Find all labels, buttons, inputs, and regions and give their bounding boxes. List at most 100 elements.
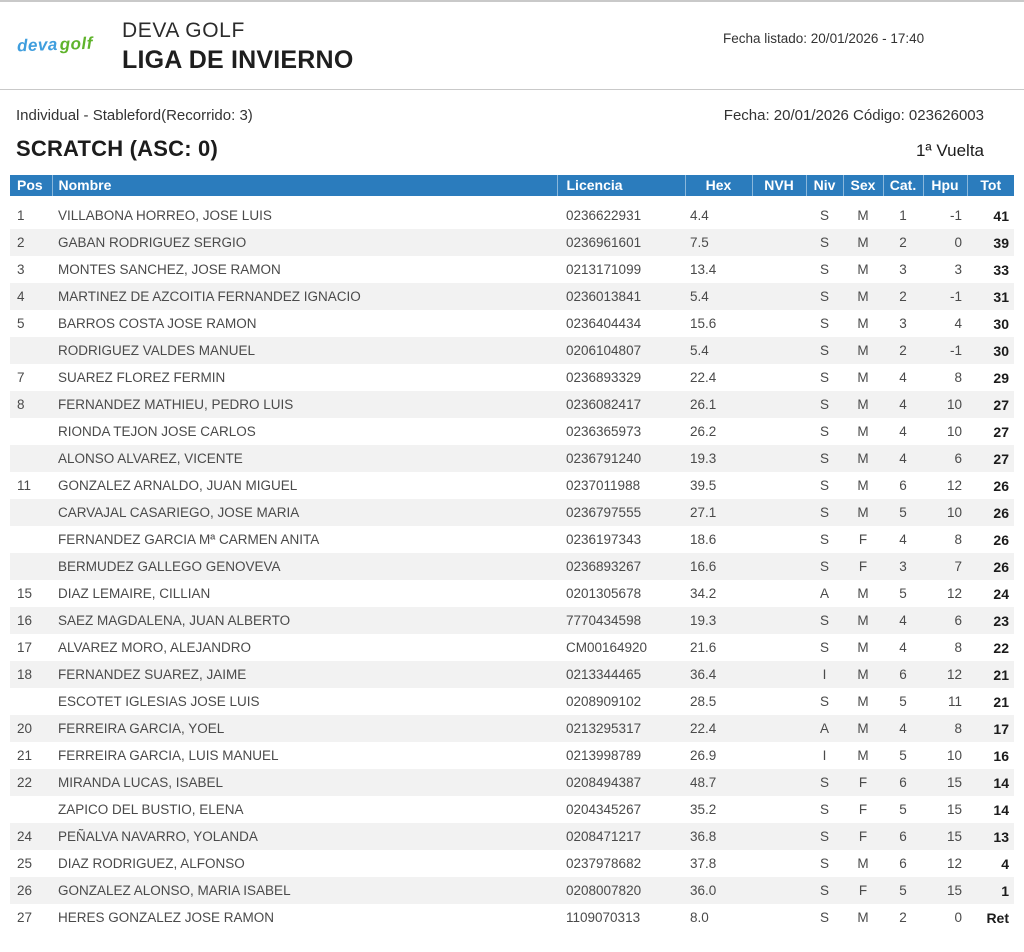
cell-licencia: 0236404434 bbox=[566, 316, 642, 331]
table-row: CARVAJAL CASARIEGO, JOSE MARIA 023679755… bbox=[10, 499, 1014, 526]
cell-pos: 21 bbox=[17, 748, 33, 763]
cell-licencia: 0204345267 bbox=[566, 802, 642, 817]
listing-date: Fecha listado: 20/01/2026 - 17:40 bbox=[723, 31, 925, 46]
cell-niv: S bbox=[819, 856, 829, 871]
cell-hex: 22.4 bbox=[690, 370, 717, 385]
cell-cat: 5 bbox=[883, 877, 923, 904]
table-row: 27 HERES GONZALEZ JOSE RAMON 1109070313 … bbox=[10, 904, 1014, 931]
cell-pos bbox=[10, 553, 52, 580]
cell-tot: 41 bbox=[993, 207, 1009, 224]
cell-nombre: FERNANDEZ MATHIEU, PEDRO LUIS bbox=[52, 391, 557, 418]
cell-hpu: 8 bbox=[954, 370, 962, 385]
cell-hpu: 8 bbox=[954, 532, 962, 547]
cell-sex: M bbox=[843, 283, 883, 310]
cell-nvh bbox=[752, 877, 806, 904]
cell-cat: 3 bbox=[899, 262, 907, 277]
cell-sex: F bbox=[843, 823, 883, 850]
competition-format: Individual - Stableford(Recorrido: 3) bbox=[16, 107, 253, 124]
cell-pos bbox=[10, 418, 52, 445]
cell-niv: A bbox=[806, 715, 843, 742]
cell-licencia: 0208494387 bbox=[557, 769, 685, 796]
cell-niv: S bbox=[806, 499, 843, 526]
cell-cat: 4 bbox=[899, 424, 907, 439]
cell-hex: 37.8 bbox=[690, 856, 717, 871]
cell-niv: S bbox=[819, 478, 829, 493]
results-table: Pos Nombre Licencia Hex NVH Niv Sex Cat.… bbox=[10, 175, 1014, 931]
table-row: ESCOTET IGLESIAS JOSE LUIS 0208909102 28… bbox=[10, 688, 1014, 715]
cell-pos bbox=[10, 445, 52, 472]
cell-sex: M bbox=[843, 391, 883, 418]
header-divider bbox=[0, 89, 1024, 90]
cell-tot: 26 bbox=[967, 499, 1014, 526]
cell-sex: M bbox=[843, 337, 883, 364]
cell-sex: M bbox=[857, 370, 869, 385]
cell-licencia: 0236893267 bbox=[557, 553, 685, 580]
cell-tot: 22 bbox=[993, 639, 1009, 656]
cell-nvh bbox=[752, 553, 806, 580]
cell-nvh bbox=[752, 607, 806, 634]
cell-niv: S bbox=[819, 262, 829, 277]
cell-tot: 27 bbox=[967, 391, 1014, 418]
cell-tot: 30 bbox=[967, 337, 1014, 364]
cell-pos: 1 bbox=[17, 208, 25, 223]
table-row: 20 FERREIRA GARCIA, YOEL 0213295317 22.4… bbox=[10, 715, 1014, 742]
cell-niv: A bbox=[819, 586, 829, 601]
cell-niv: I bbox=[806, 661, 843, 688]
results-table-body: 1 VILLABONA HORREO, JOSE LUIS 0236622931… bbox=[10, 199, 1014, 931]
cell-tot: 4 bbox=[1001, 855, 1009, 872]
cell-tot: 17 bbox=[967, 715, 1014, 742]
cell-hex: 13.4 bbox=[690, 262, 717, 277]
cell-nombre: HERES GONZALEZ JOSE RAMON bbox=[58, 910, 275, 925]
cell-tot: 13 bbox=[967, 823, 1014, 850]
cell-licencia: 0206104807 bbox=[557, 337, 685, 364]
cell-cat: 3 bbox=[899, 316, 907, 331]
cell-nvh bbox=[752, 823, 806, 850]
cell-licencia: 0236791240 bbox=[557, 445, 685, 472]
table-row: BERMUDEZ GALLEGO GENOVEVA 0236893267 16.… bbox=[10, 553, 1014, 580]
cell-cat: 4 bbox=[883, 715, 923, 742]
cell-sex: M bbox=[843, 229, 883, 256]
table-row: 11 GONZALEZ ARNALDO, JUAN MIGUEL 0237011… bbox=[10, 472, 1014, 499]
logo-text-golf: golf bbox=[59, 33, 94, 54]
cell-cat: 6 bbox=[883, 661, 923, 688]
cell-hpu: 15 bbox=[923, 823, 967, 850]
cell-sex: M bbox=[857, 640, 869, 655]
cell-licencia: 0201305678 bbox=[566, 586, 642, 601]
cell-niv: S bbox=[819, 370, 829, 385]
cell-hpu: 10 bbox=[923, 391, 967, 418]
cell-hex: 8.0 bbox=[690, 910, 709, 925]
cell-pos: 27 bbox=[17, 910, 33, 925]
cell-tot: 39 bbox=[967, 229, 1014, 256]
cell-licencia: 0236622931 bbox=[566, 208, 642, 223]
cell-nvh bbox=[752, 526, 806, 553]
cell-pos: 7 bbox=[17, 370, 25, 385]
cell-nvh bbox=[752, 283, 806, 310]
cell-sex: M bbox=[857, 910, 869, 925]
cell-pos: 11 bbox=[17, 478, 32, 493]
cell-pos bbox=[10, 688, 52, 715]
table-row: 2 GABAN RODRIGUEZ SERGIO 0236961601 7.5 … bbox=[10, 229, 1014, 256]
cell-licencia: 0208471217 bbox=[557, 823, 685, 850]
cell-nombre: GONZALEZ ALONSO, MARIA ISABEL bbox=[52, 877, 557, 904]
club-name: DEVA GOLF bbox=[122, 19, 245, 42]
cell-hex: 35.2 bbox=[690, 802, 717, 817]
cell-licencia: 0236797555 bbox=[557, 499, 685, 526]
table-row: ZAPICO DEL BUSTIO, ELENA 0204345267 35.2… bbox=[10, 796, 1014, 823]
cell-nombre: VILLABONA HORREO, JOSE LUIS bbox=[58, 208, 272, 223]
cell-pos: 24 bbox=[10, 823, 52, 850]
cell-cat: 4 bbox=[883, 391, 923, 418]
cell-nvh bbox=[752, 337, 806, 364]
cell-nombre: GABAN RODRIGUEZ SERGIO bbox=[52, 229, 557, 256]
cell-pos: 18 bbox=[10, 661, 52, 688]
cell-pos: 20 bbox=[10, 715, 52, 742]
cell-hex: 5.4 bbox=[685, 283, 752, 310]
cell-cat: 4 bbox=[899, 532, 907, 547]
table-row: 24 PEÑALVA NAVARRO, YOLANDA 0208471217 3… bbox=[10, 823, 1014, 850]
cell-nvh bbox=[752, 715, 806, 742]
cell-cat: 6 bbox=[899, 856, 907, 871]
cell-hex: 18.6 bbox=[690, 532, 717, 547]
cell-cat: 3 bbox=[883, 553, 923, 580]
cell-nombre: RIONDA TEJON JOSE CARLOS bbox=[58, 424, 256, 439]
page-header: devagolf DEVA GOLF LIGA DE INVIERNO Fech… bbox=[0, 2, 1024, 89]
cell-hpu: 12 bbox=[923, 661, 967, 688]
